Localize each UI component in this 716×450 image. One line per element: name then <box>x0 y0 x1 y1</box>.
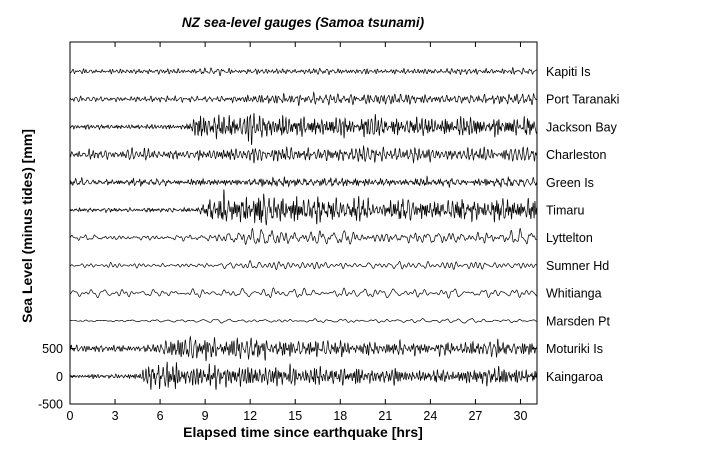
trace-kapiti-is <box>69 66 537 77</box>
station-label: Kapiti Is <box>546 65 590 79</box>
x-tick-label: 3 <box>112 409 119 423</box>
waveform-traces <box>69 66 538 390</box>
trace-moturiki-is <box>69 335 538 362</box>
axis-tick-labels: 0 3 6 9 12 15 18 21 24 27 30 500 0 -500 <box>38 342 528 423</box>
trace-timaru <box>69 189 538 226</box>
y-tick-label: 500 <box>42 342 63 356</box>
station-label: Kaingaroa <box>546 370 603 384</box>
x-tick-label: 15 <box>288 409 302 423</box>
station-label: Green Is <box>546 176 594 190</box>
trace-kaingaroa <box>69 361 538 390</box>
station-label: Sumner Hd <box>546 259 609 273</box>
trace-whitianga <box>69 287 538 299</box>
station-label: Timaru <box>546 203 584 217</box>
x-axis-label: Elapsed time since earthquake [hrs] <box>183 424 423 440</box>
x-tick-label: 24 <box>423 409 437 423</box>
station-label: Jackson Bay <box>546 120 618 134</box>
station-labels: Kapiti Is Port Taranaki Jackson Bay Charles… <box>546 65 619 384</box>
station-label: Moturiki Is <box>546 342 603 356</box>
trace-charleston <box>69 144 538 164</box>
x-tick-label: 6 <box>157 409 164 423</box>
trace-lyttelton <box>69 227 538 246</box>
plot-border <box>69 41 538 405</box>
x-tick-label: 21 <box>378 409 392 423</box>
trace-marsden-pt <box>70 318 538 324</box>
trace-jackson-bay <box>69 113 538 145</box>
station-label: Lyttelton <box>546 231 593 245</box>
x-tick-label: 0 <box>67 409 74 423</box>
chart-title: NZ sea-level gauges (Samoa tsunami) <box>182 15 425 30</box>
station-label: Charleston <box>546 148 606 162</box>
x-tick-label: 9 <box>202 409 209 423</box>
axis-ticks <box>69 42 537 405</box>
station-label: Marsden Pt <box>546 314 610 328</box>
x-tick-label: 30 <box>514 409 528 423</box>
y-axis-label: Sea Level (minus tides) [mm] <box>19 129 35 323</box>
trace-green-is <box>69 175 538 189</box>
y-tick-label: -500 <box>38 398 63 412</box>
x-tick-label: 12 <box>243 409 257 423</box>
x-tick-label: 27 <box>468 409 482 423</box>
station-label: Port Taranaki <box>546 93 619 107</box>
y-tick-label: 0 <box>56 370 63 384</box>
station-label: Whitianga <box>546 287 602 301</box>
trace-sumner-hd <box>69 260 537 271</box>
trace-port-taranaki <box>69 91 538 107</box>
x-tick-label: 18 <box>333 409 347 423</box>
